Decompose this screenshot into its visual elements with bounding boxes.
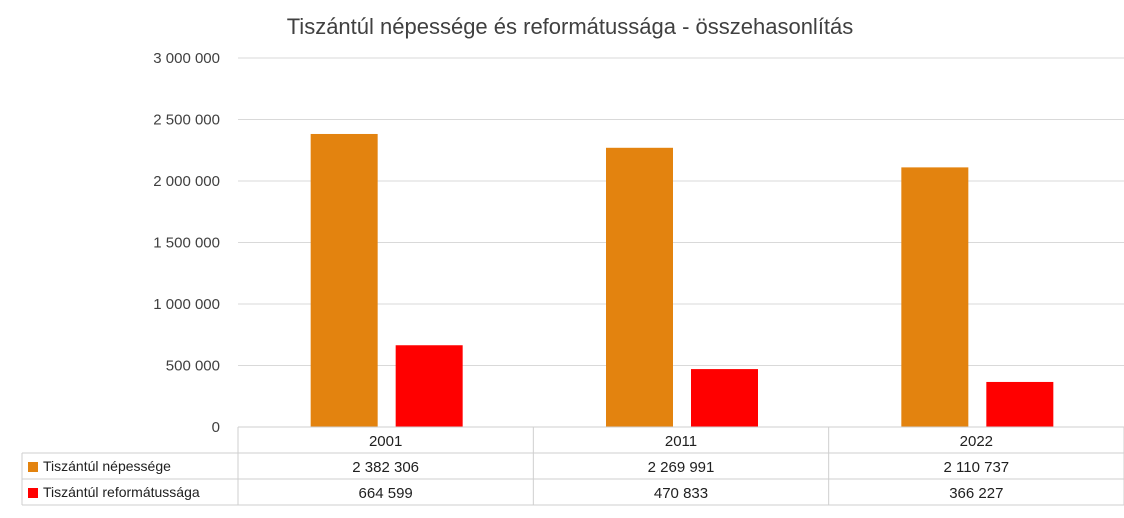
bars xyxy=(310,133,1054,428)
legend-swatch xyxy=(28,488,38,498)
data-label: 2 110 737 xyxy=(944,459,1010,476)
data-table: 2001 2011 2022 Tiszántúl népessége 2 382 306… xyxy=(21,426,1124,506)
x-category-label: 2001 xyxy=(369,433,402,450)
bar-népessége-2001 xyxy=(310,133,378,427)
y-axis-tick-labels: 0 500 000 1 000 000 1 500 000 2 000 000 2 500… xyxy=(153,50,220,436)
bar-reformátussága-2022 xyxy=(986,381,1054,427)
data-label: 470 833 xyxy=(654,485,708,502)
data-label: 366 227 xyxy=(949,485,1003,502)
y-tick-label: 2 000 000 xyxy=(153,173,220,190)
x-category-label: 2011 xyxy=(665,433,697,450)
y-tick-label: 3 000 000 xyxy=(153,50,220,67)
y-tick-label: 2 500 000 xyxy=(153,112,220,129)
bar-népessége-2011 xyxy=(606,147,673,427)
bar-reformátussága-2001 xyxy=(395,345,463,427)
y-tick-label: 1 500 000 xyxy=(153,235,220,252)
legend-label: Tiszántúl reformátussága xyxy=(43,484,200,500)
y-tick-label: 1 000 000 xyxy=(153,296,220,313)
y-tick-label: 0 xyxy=(212,419,220,436)
data-label: 2 382 306 xyxy=(352,459,419,476)
x-category-label: 2022 xyxy=(960,433,993,450)
data-label: 664 599 xyxy=(359,485,413,502)
gridlines xyxy=(238,57,1124,366)
data-label: 2 269 991 xyxy=(648,459,715,476)
legend-label: Tiszántúl népessége xyxy=(43,458,171,474)
legend-swatch xyxy=(28,462,38,472)
chart-title: Tiszántúl népessége és reformátussága - … xyxy=(287,14,854,39)
bar-népessége-2022 xyxy=(901,167,969,428)
y-tick-label: 500 000 xyxy=(166,358,220,375)
bar-reformátussága-2011 xyxy=(691,369,758,427)
